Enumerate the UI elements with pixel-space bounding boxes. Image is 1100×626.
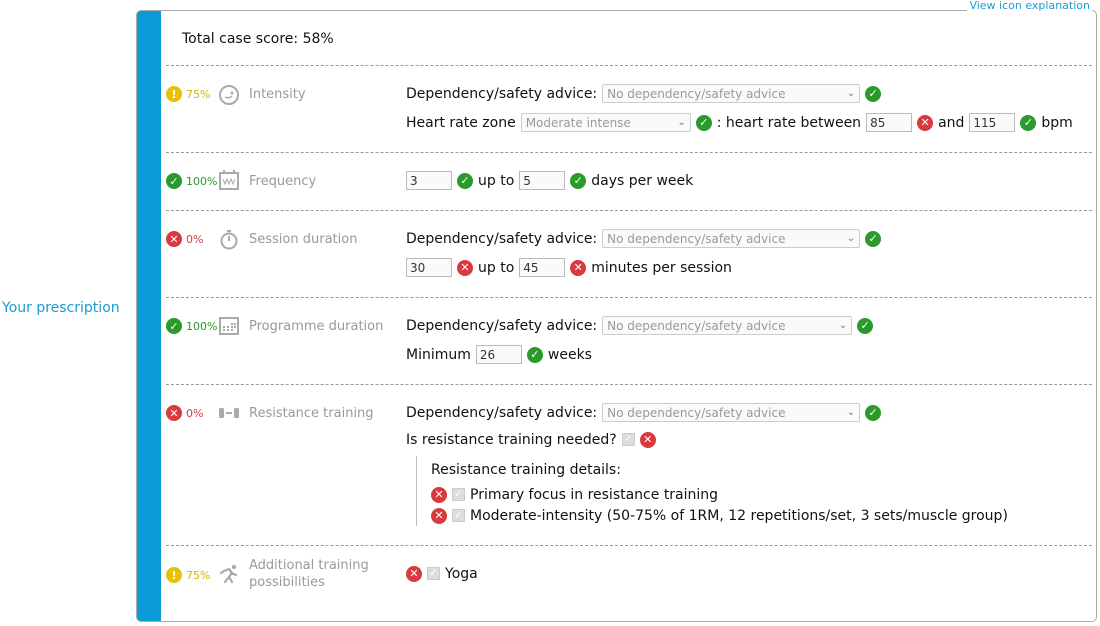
category-label: Additional training possibilities [249, 558, 369, 590]
heart-rate-zone-select[interactable]: Moderate intense ⌄ [520, 113, 691, 132]
needed-checkbox[interactable]: ✓ [621, 433, 635, 446]
dependency-select[interactable]: No dependency/safety advice ⌄ [602, 403, 861, 422]
check-icon: ✓ [166, 318, 182, 334]
bpm-text: bpm [1041, 114, 1073, 131]
cross-icon: ✕ [917, 114, 934, 131]
cross-icon: ✕ [166, 405, 182, 421]
calendar-grid-icon [219, 317, 239, 335]
check-icon: ✓ [526, 346, 543, 363]
item-label: Primary focus in resistance training [470, 486, 719, 503]
check-icon: ✓ [857, 317, 874, 334]
session-min-input[interactable]: 30 [406, 258, 452, 277]
score: 0% [186, 406, 204, 420]
score: 75% [186, 87, 211, 101]
upto-text: up to [478, 172, 515, 189]
item-checkbox[interactable]: ✓ [452, 509, 465, 522]
category-label: Frequency [249, 174, 317, 189]
accent-bar [137, 11, 161, 621]
row-resistance-training: ✕ 0% Resistance training Dependency/safet… [166, 385, 1092, 546]
frequency-min-input[interactable]: 3 [406, 171, 452, 190]
between-text: : heart rate between [716, 114, 862, 131]
cross-icon: ✕ [457, 259, 473, 276]
score: 0% [186, 232, 204, 246]
side-label: Your prescription [2, 300, 120, 316]
item-checkbox[interactable]: ✓ [452, 488, 465, 501]
check-icon: ✓ [865, 85, 882, 102]
item-label: Yoga [445, 565, 478, 582]
calendar-wave-icon [219, 170, 239, 190]
view-icon-explanation-link[interactable]: View icon explanation [967, 0, 1092, 12]
category-label: Programme duration [249, 319, 384, 334]
unit-text: days per week [591, 172, 694, 189]
category-label: Session duration [249, 232, 358, 247]
warning-icon: ! [166, 567, 182, 583]
face-icon [219, 85, 239, 105]
cross-icon: ✕ [406, 565, 422, 582]
dumbbell-icon [219, 408, 239, 418]
dep-label: Dependency/safety advice: [406, 404, 598, 421]
row-programme-duration: ✓ 100% Programme duration Dependency/safe… [166, 298, 1092, 385]
hr-label: Heart rate zone [406, 114, 516, 131]
row-frequency: ✓ 100% Frequency 3 ✓ up to 5 ✓ days per week [166, 153, 1092, 211]
cross-icon: ✕ [570, 259, 587, 276]
and-text: and [938, 114, 965, 131]
category-label: Resistance training [249, 406, 374, 421]
check-icon: ✓ [695, 114, 712, 131]
frequency-max-input[interactable]: 5 [519, 171, 566, 190]
stopwatch-icon [220, 230, 238, 250]
check-icon: ✓ [1020, 114, 1037, 131]
hr-max-input[interactable]: 115 [969, 113, 1016, 132]
details-label: Resistance training details: [431, 462, 621, 478]
dependency-select[interactable]: No dependency/safety advice ⌄ [602, 316, 853, 335]
hr-min-input[interactable]: 85 [866, 113, 913, 132]
cross-icon: ✕ [166, 231, 182, 247]
programme-min-input[interactable]: 26 [475, 345, 522, 364]
cross-icon: ✕ [431, 486, 447, 503]
check-icon: ✓ [570, 172, 587, 189]
minimum-label: Minimum [406, 346, 471, 363]
check-icon: ✓ [865, 404, 882, 421]
score: 100% [186, 174, 218, 188]
dep-label: Dependency/safety advice: [406, 317, 598, 334]
score: 100% [186, 319, 218, 333]
unit-text: minutes per session [591, 259, 732, 276]
cross-icon: ✕ [639, 431, 656, 448]
session-max-input[interactable]: 45 [519, 258, 566, 277]
check-icon: ✓ [457, 172, 473, 189]
cross-icon: ✕ [431, 507, 447, 524]
resistance-details: Resistance training details: ✕ ✓ Primary f… [416, 456, 1092, 526]
dependency-select[interactable]: No dependency/safety advice ⌄ [602, 84, 861, 103]
dep-label: Dependency/safety advice: [406, 230, 598, 247]
warning-icon: ! [166, 86, 182, 102]
prescription-card: Total case score: 58% ! 75% Intensity Dep… [136, 10, 1097, 622]
dependency-select[interactable]: No dependency/safety advice ⌄ [602, 229, 861, 248]
row-additional-training: ! 75% Additional training possibilities ✕… [166, 546, 1092, 621]
running-icon [219, 564, 238, 584]
category-label: Intensity [249, 87, 306, 102]
upto-text: up to [478, 259, 515, 276]
check-icon: ✓ [166, 173, 182, 189]
score: 75% [186, 568, 211, 582]
total-score: Total case score: 58% [166, 11, 1092, 66]
unit-text: weeks [547, 346, 592, 363]
row-intensity: ! 75% Intensity Dependency/safety advice:… [166, 66, 1092, 153]
dep-label: Dependency/safety advice: [406, 85, 598, 102]
yoga-checkbox[interactable]: ✓ [427, 567, 440, 580]
needed-label: Is resistance training needed? [406, 431, 617, 448]
row-session-duration: ✕ 0% Session duration Dependency/safety a… [166, 211, 1092, 298]
check-icon: ✓ [865, 230, 882, 247]
item-label: Moderate-intensity (50-75% of 1RM, 12 re… [470, 507, 1008, 524]
